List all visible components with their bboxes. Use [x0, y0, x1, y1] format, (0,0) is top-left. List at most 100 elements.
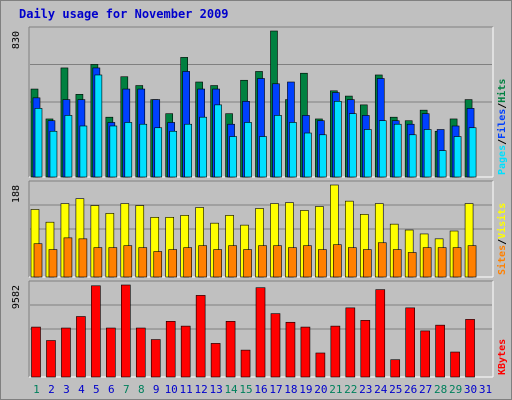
kbytes-bar — [345, 307, 356, 378]
sites-bar — [452, 247, 462, 278]
x-tick-label: 28 — [434, 383, 447, 396]
sites-bar — [243, 249, 252, 278]
pages-bar — [49, 130, 58, 178]
x-tick-label: 15 — [239, 383, 252, 396]
pages-bar — [304, 132, 312, 178]
x-tick-label: 30 — [464, 383, 477, 396]
x-tick-label: 11 — [180, 383, 193, 396]
kbytes-legend: KBytes — [497, 339, 508, 375]
kbytes-bar — [375, 289, 386, 378]
x-tick-label: 18 — [284, 383, 297, 396]
kbytes-bar — [390, 359, 401, 378]
kbytes-ymax-label: 9582 — [11, 285, 22, 309]
kbytes-bar — [270, 313, 281, 378]
sites-bar — [168, 249, 178, 278]
pages-bar — [363, 129, 372, 178]
sites-bar — [93, 247, 103, 278]
sites-bar — [108, 247, 118, 278]
sites-bar — [318, 249, 327, 278]
visits-ymax-label: 188 — [11, 185, 22, 203]
pages-bar — [79, 125, 88, 178]
pages-bar — [319, 134, 327, 178]
kbytes-bar — [225, 321, 236, 378]
x-tick-label: 25 — [389, 383, 402, 396]
pages-bar — [244, 122, 252, 178]
kbytes-bar — [450, 351, 460, 378]
pages-bar — [289, 122, 297, 178]
pages-bar — [393, 123, 402, 178]
kbytes-bar — [465, 319, 475, 378]
x-tick-label: 26 — [404, 383, 417, 396]
sites-bar — [348, 247, 357, 278]
x-tick-label: 21 — [329, 383, 342, 396]
x-tick-label: 29 — [449, 383, 462, 396]
sites-bar — [153, 251, 163, 278]
pages-bar — [408, 134, 417, 178]
x-tick-label: 20 — [314, 383, 327, 396]
x-tick-label: 10 — [165, 383, 178, 396]
x-tick-label: 6 — [108, 383, 115, 396]
hits-legend-pages: Pages — [497, 145, 508, 175]
kbytes-bar — [435, 324, 445, 378]
pages-bar — [199, 116, 207, 178]
visits-legend-sites: Sites — [496, 245, 508, 275]
kbytes-bar — [195, 295, 206, 378]
pages-bar — [378, 120, 387, 178]
pages-bar — [438, 150, 447, 178]
x-tick-label: 4 — [78, 383, 85, 396]
pages-bar — [109, 125, 118, 178]
kbytes-bar — [165, 321, 176, 378]
pages-bar — [154, 127, 163, 178]
sites-bar — [228, 245, 237, 278]
x-tick-label: 16 — [254, 383, 267, 396]
x-tick-label: 22 — [344, 383, 357, 396]
sites-bar — [467, 245, 477, 278]
kbytes-bar — [121, 284, 131, 378]
pages-bar — [349, 113, 357, 178]
x-tick-label: 9 — [153, 383, 160, 396]
x-tick-label: 14 — [224, 383, 238, 396]
sites-bar — [303, 245, 312, 278]
x-tick-label: 2 — [48, 383, 55, 396]
x-tick-label: 3 — [63, 383, 70, 396]
kbytes-bar — [420, 330, 430, 378]
sites-bar — [138, 247, 148, 278]
pages-bar — [64, 115, 73, 178]
hits-legend-hits: Hits — [496, 79, 508, 103]
kbytes-bar — [315, 352, 326, 378]
pages-bar — [274, 115, 282, 178]
sites-bar — [63, 237, 73, 278]
sites-bar — [213, 249, 222, 278]
sites-bar — [333, 244, 342, 278]
kbytes-bar — [135, 327, 146, 378]
pages-bar — [34, 108, 43, 178]
hits-ymax-label: 830 — [11, 31, 22, 49]
sites-bar — [288, 247, 297, 278]
x-tick-label: 31 — [479, 383, 492, 396]
pages-bar — [124, 122, 133, 178]
pages-bar — [184, 123, 192, 178]
kbytes-bar — [285, 321, 296, 378]
pages-bar — [139, 123, 148, 178]
kbytes-bar — [61, 327, 71, 378]
kbytes-bar — [150, 339, 161, 378]
x-tick-label: 17 — [269, 383, 282, 396]
x-tick-label: 7 — [123, 383, 130, 396]
sites-bar — [123, 245, 133, 278]
kbytes-bar — [210, 343, 221, 378]
pages-bar — [94, 74, 103, 178]
x-tick-label: 12 — [195, 383, 208, 396]
x-tick-label: 27 — [419, 383, 432, 396]
sites-bar — [273, 245, 282, 278]
kbytes-bar — [240, 349, 251, 378]
x-tick-label: 5 — [93, 383, 100, 396]
pages-bar — [229, 136, 237, 178]
chart-title: Daily usage for November 2009 — [19, 7, 229, 21]
x-tick-label: 1 — [33, 383, 40, 396]
pages-bar — [259, 136, 267, 178]
sites-bar — [392, 249, 402, 278]
kbytes-bar — [46, 340, 56, 378]
visits-legend: Sites/Visits — [496, 203, 508, 275]
